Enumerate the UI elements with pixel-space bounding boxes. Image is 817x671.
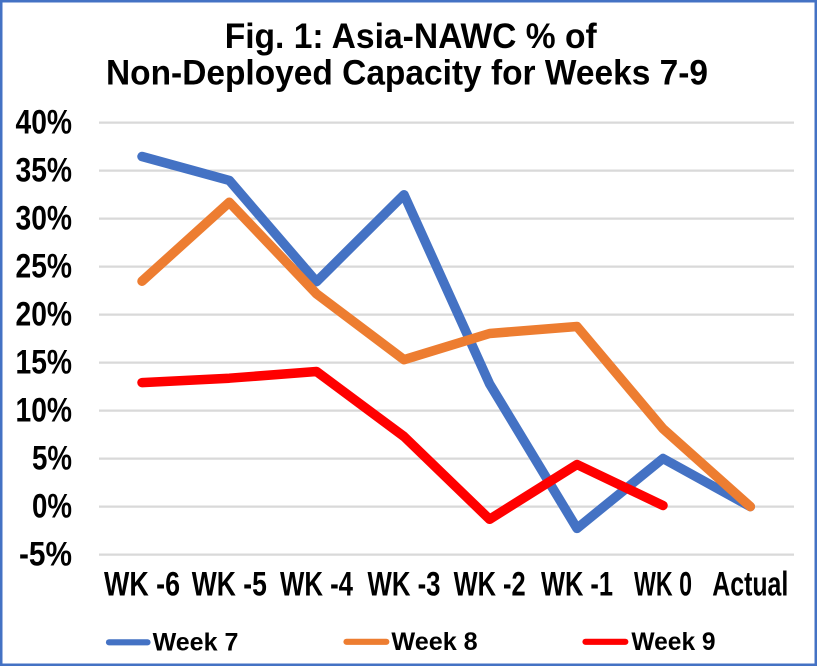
svg-text:WK -4: WK -4 xyxy=(280,565,353,603)
svg-text:WK -2: WK -2 xyxy=(454,565,526,603)
svg-text:30%: 30% xyxy=(16,199,73,237)
svg-text:5%: 5% xyxy=(32,439,72,477)
svg-text:WK -1: WK -1 xyxy=(541,565,613,603)
svg-text:20%: 20% xyxy=(16,295,73,333)
svg-text:-5%: -5% xyxy=(19,535,72,573)
svg-text:WK 0: WK 0 xyxy=(634,565,692,603)
svg-text:WK -5: WK -5 xyxy=(192,565,267,603)
svg-text:WK -6: WK -6 xyxy=(104,565,180,603)
svg-text:Fig. 1: Asia-NAWC % of: Fig. 1: Asia-NAWC % of xyxy=(225,17,597,56)
svg-text:Week 7: Week 7 xyxy=(153,628,239,656)
svg-text:40%: 40% xyxy=(16,103,73,141)
svg-text:10%: 10% xyxy=(16,391,73,429)
svg-text:15%: 15% xyxy=(16,343,73,381)
svg-text:35%: 35% xyxy=(16,151,73,189)
svg-text:0%: 0% xyxy=(32,487,72,525)
svg-text:Week 8: Week 8 xyxy=(391,628,477,656)
svg-text:25%: 25% xyxy=(16,247,73,285)
svg-text:Actual: Actual xyxy=(712,565,788,603)
svg-text:WK -3: WK -3 xyxy=(368,565,441,603)
svg-text:Week 9: Week 9 xyxy=(631,628,715,656)
svg-text:Non-Deployed Capacity for Week: Non-Deployed Capacity for Weeks 7-9 xyxy=(106,54,708,93)
